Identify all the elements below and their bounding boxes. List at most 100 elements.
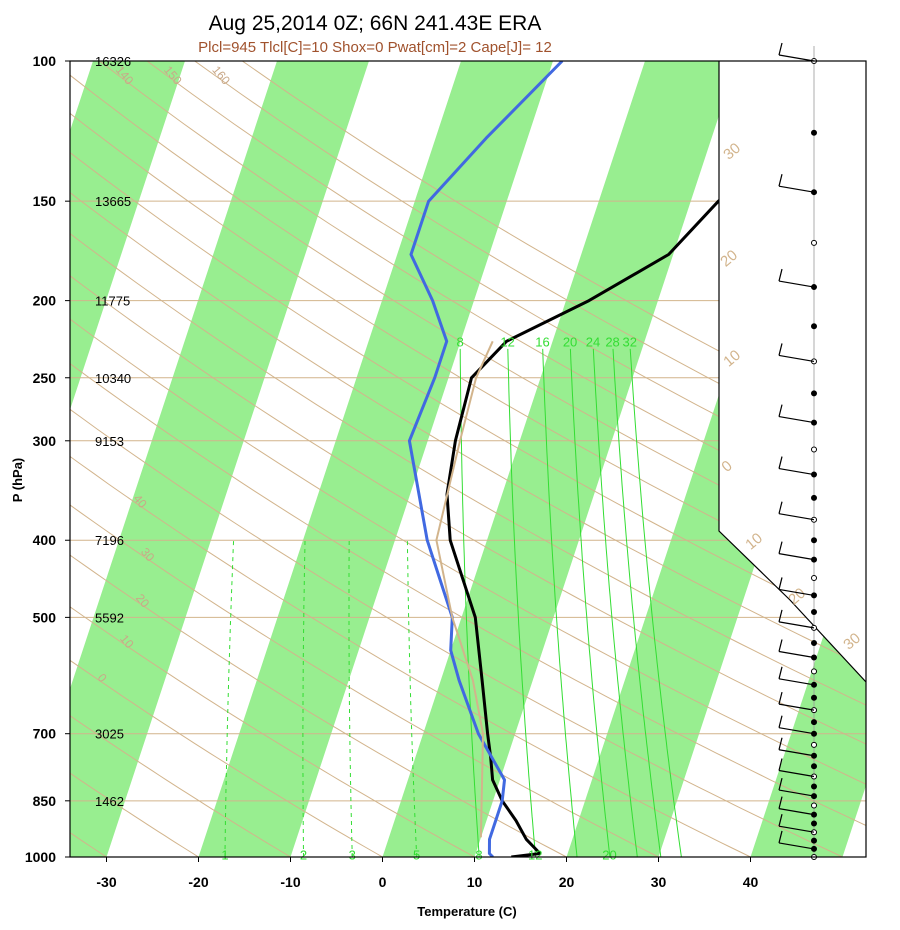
wind-barb <box>778 553 815 561</box>
wind-barb <box>778 825 815 833</box>
wind-barb-station <box>811 741 817 748</box>
dry-adiabat-label: 160 <box>209 63 233 88</box>
y-tick-label: 850 <box>33 793 57 809</box>
chart-title: Aug 25,2014 0Z; 66N 241.43E ERA <box>209 12 542 35</box>
wind-barb-station <box>811 129 817 136</box>
wind-barb <box>778 650 815 659</box>
y-tick-label: 400 <box>33 532 57 548</box>
wind-barb-flag <box>778 777 783 791</box>
wind-barb <box>778 54 815 62</box>
mixing-ratio-line <box>459 348 480 857</box>
wind-barb <box>778 808 815 816</box>
axes: -30 -20 -10 0 10 20 30 40 100 150 200 250 300 400 500 7… <box>25 53 759 890</box>
wind-barb-station <box>811 820 817 827</box>
wind-barb-flag <box>778 639 783 652</box>
wind-barb <box>778 185 815 193</box>
wind-barb <box>778 588 815 597</box>
dry-adiabat-line <box>70 455 751 857</box>
x-tick-label: 20 <box>559 874 575 890</box>
dry-adiabat-line <box>70 318 866 785</box>
height-label: 1462 <box>95 794 124 809</box>
dry-adiabat-line <box>194 61 866 459</box>
wind-barb-station <box>811 446 817 453</box>
temperature-band <box>198 61 553 857</box>
wind-barb <box>778 621 815 629</box>
wind-barb-station <box>811 239 817 246</box>
dry-adiabat-line <box>146 61 866 492</box>
height-label: 13665 <box>95 194 131 209</box>
y-tick-label: 150 <box>33 193 57 209</box>
mixing-ratio-label: 2 <box>300 848 307 863</box>
wind-barb-flag <box>778 174 783 187</box>
dry-adiabat-line <box>70 504 659 857</box>
x-tick-label: 30 <box>651 874 667 890</box>
mixing-ratio-label: 12 <box>500 334 514 349</box>
mixing-ratio-label: 20 <box>563 334 577 349</box>
dry-adiabat-line <box>70 74 866 560</box>
wind-barb-flag <box>778 501 783 514</box>
wind-barb-flag <box>778 691 783 705</box>
wind-barb <box>778 354 815 363</box>
wind-barb-station <box>811 537 817 544</box>
x-tick-label: -30 <box>96 874 116 890</box>
dry-adiabat-line <box>70 151 866 631</box>
wind-barb-flag <box>778 830 783 844</box>
mixing-ratio-line <box>224 540 235 857</box>
y-tick-label: 250 <box>33 370 57 386</box>
height-label: 9153 <box>95 434 124 449</box>
wind-barb-flag <box>778 404 783 417</box>
temperature-band <box>382 61 737 857</box>
wind-barb-station <box>811 390 817 397</box>
wind-barb-flag <box>778 42 783 56</box>
mixing-ratio-label: 12 <box>528 848 542 863</box>
wind-barb-station <box>811 802 817 809</box>
wind-barb-station <box>811 694 817 701</box>
wind-barb-flag <box>778 456 783 469</box>
height-label: 10340 <box>95 371 131 386</box>
height-label: 7196 <box>95 533 124 548</box>
wind-barb <box>778 727 815 735</box>
mixing-ratio-line <box>612 348 662 857</box>
wind-barb-flag <box>778 343 783 356</box>
x-axis-label: Temperature (C) <box>417 904 516 919</box>
wind-barb <box>778 749 815 757</box>
wind-barb <box>778 280 815 288</box>
series-parcel <box>435 340 494 838</box>
mixing-ratio-label: 20 <box>602 848 616 863</box>
plot-area <box>70 61 866 857</box>
series-temperature <box>445 81 866 857</box>
wind-barb-flag <box>778 796 783 809</box>
wind-barb-flag <box>778 666 783 679</box>
wind-barb-flag <box>778 758 783 771</box>
wind-barb-station <box>811 763 817 770</box>
mixing-ratio-lines <box>224 348 682 857</box>
x-tick-label: 40 <box>743 874 759 890</box>
dry-adiabat-line <box>70 606 475 857</box>
y-tick-label: 1000 <box>25 849 56 865</box>
y-axis-label: P (hPa) <box>10 458 25 503</box>
wind-barb-station <box>811 783 817 790</box>
y-tick-label: 700 <box>33 726 57 742</box>
x-tick-label: -20 <box>188 874 208 890</box>
wind-barb-station <box>811 574 817 581</box>
profile-series <box>407 61 866 857</box>
mixing-ratio-label: 8 <box>475 848 482 863</box>
mixing-ratio-line <box>569 348 611 857</box>
y-tick-label: 300 <box>33 433 57 449</box>
wind-barb-station <box>811 837 817 844</box>
mixing-ratio-line <box>348 540 353 857</box>
y-tick-label: 500 <box>33 609 57 625</box>
mixing-ratio-line <box>406 540 418 857</box>
mixing-ratio-label: 8 <box>457 334 464 349</box>
mixing-ratio-label: 5 <box>413 848 420 863</box>
plot-mask <box>719 61 866 682</box>
wind-barb <box>778 769 815 778</box>
wind-barb <box>778 842 815 850</box>
dry-adiabat-line <box>70 408 843 857</box>
wind-barb-flag <box>778 541 783 554</box>
dry-adiabat-line <box>70 554 567 857</box>
mixing-ratio-line <box>592 348 638 857</box>
plot-mask <box>718 61 866 683</box>
dry-adiabat-line <box>70 715 291 857</box>
